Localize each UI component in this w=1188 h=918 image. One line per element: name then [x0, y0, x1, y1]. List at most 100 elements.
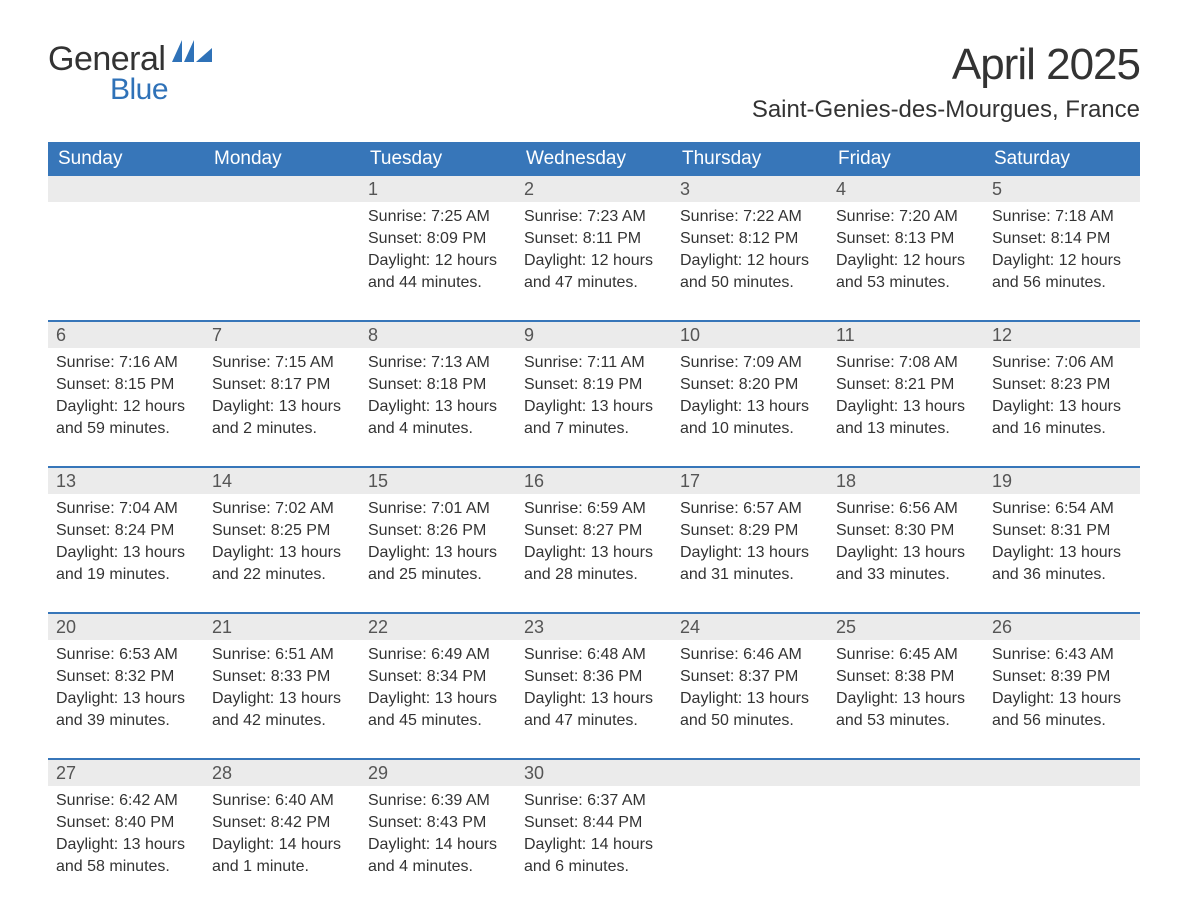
day-number: 9 [516, 322, 672, 348]
day-number [204, 176, 360, 202]
day-body: Sunrise: 6:54 AMSunset: 8:31 PMDaylight:… [984, 494, 1140, 612]
calendar-table: SundayMondayTuesdayWednesdayThursdayFrid… [48, 142, 1140, 904]
day-body: Sunrise: 6:43 AMSunset: 8:39 PMDaylight:… [984, 640, 1140, 758]
day-number: 13 [48, 468, 204, 494]
calendar-cell: 9Sunrise: 7:11 AMSunset: 8:19 PMDaylight… [516, 321, 672, 467]
sunset-line: Sunset: 8:37 PM [680, 666, 820, 688]
daylight-line: Daylight: 14 hours and 1 minute. [212, 834, 352, 878]
day-body: Sunrise: 7:25 AMSunset: 8:09 PMDaylight:… [360, 202, 516, 320]
day-number: 3 [672, 176, 828, 202]
calendar-week: 27Sunrise: 6:42 AMSunset: 8:40 PMDayligh… [48, 759, 1140, 904]
weekday-header: Sunday [48, 142, 204, 176]
day-body: Sunrise: 7:18 AMSunset: 8:14 PMDaylight:… [984, 202, 1140, 320]
sunset-line: Sunset: 8:42 PM [212, 812, 352, 834]
sunrise-line: Sunrise: 6:42 AM [56, 790, 196, 812]
day-number: 12 [984, 322, 1140, 348]
logo: General Blue [48, 40, 212, 107]
day-number: 24 [672, 614, 828, 640]
daylight-line: Daylight: 13 hours and 28 minutes. [524, 542, 664, 586]
calendar-cell: 7Sunrise: 7:15 AMSunset: 8:17 PMDaylight… [204, 321, 360, 467]
calendar-cell: 25Sunrise: 6:45 AMSunset: 8:38 PMDayligh… [828, 613, 984, 759]
calendar-cell: 2Sunrise: 7:23 AMSunset: 8:11 PMDaylight… [516, 176, 672, 321]
day-number: 1 [360, 176, 516, 202]
day-number: 28 [204, 760, 360, 786]
calendar-cell: 4Sunrise: 7:20 AMSunset: 8:13 PMDaylight… [828, 176, 984, 321]
daylight-line: Daylight: 13 hours and 47 minutes. [524, 688, 664, 732]
sunrise-line: Sunrise: 6:48 AM [524, 644, 664, 666]
sunset-line: Sunset: 8:27 PM [524, 520, 664, 542]
weekday-header: Tuesday [360, 142, 516, 176]
daylight-line: Daylight: 13 hours and 31 minutes. [680, 542, 820, 586]
day-body [204, 202, 360, 312]
page-location: Saint-Genies-des-Mourgues, France [752, 96, 1140, 124]
calendar-header-row: SundayMondayTuesdayWednesdayThursdayFrid… [48, 142, 1140, 176]
day-body [828, 786, 984, 896]
sunrise-line: Sunrise: 7:16 AM [56, 352, 196, 374]
day-body: Sunrise: 7:04 AMSunset: 8:24 PMDaylight:… [48, 494, 204, 612]
calendar-cell: 10Sunrise: 7:09 AMSunset: 8:20 PMDayligh… [672, 321, 828, 467]
sunset-line: Sunset: 8:11 PM [524, 228, 664, 250]
day-body: Sunrise: 7:01 AMSunset: 8:26 PMDaylight:… [360, 494, 516, 612]
sunrise-line: Sunrise: 6:57 AM [680, 498, 820, 520]
sunset-line: Sunset: 8:13 PM [836, 228, 976, 250]
calendar-week: 13Sunrise: 7:04 AMSunset: 8:24 PMDayligh… [48, 467, 1140, 613]
sunrise-line: Sunrise: 6:43 AM [992, 644, 1132, 666]
calendar-cell: 8Sunrise: 7:13 AMSunset: 8:18 PMDaylight… [360, 321, 516, 467]
calendar-cell: 27Sunrise: 6:42 AMSunset: 8:40 PMDayligh… [48, 759, 204, 904]
daylight-line: Daylight: 13 hours and 13 minutes. [836, 396, 976, 440]
day-number: 20 [48, 614, 204, 640]
sunrise-line: Sunrise: 6:53 AM [56, 644, 196, 666]
sunrise-line: Sunrise: 7:18 AM [992, 206, 1132, 228]
daylight-line: Daylight: 12 hours and 47 minutes. [524, 250, 664, 294]
day-body: Sunrise: 7:13 AMSunset: 8:18 PMDaylight:… [360, 348, 516, 466]
daylight-line: Daylight: 13 hours and 53 minutes. [836, 688, 976, 732]
daylight-line: Daylight: 13 hours and 22 minutes. [212, 542, 352, 586]
day-number: 6 [48, 322, 204, 348]
day-body: Sunrise: 6:59 AMSunset: 8:27 PMDaylight:… [516, 494, 672, 612]
sunset-line: Sunset: 8:44 PM [524, 812, 664, 834]
day-number: 14 [204, 468, 360, 494]
day-number: 5 [984, 176, 1140, 202]
sunrise-line: Sunrise: 7:01 AM [368, 498, 508, 520]
day-number: 8 [360, 322, 516, 348]
sunset-line: Sunset: 8:29 PM [680, 520, 820, 542]
day-body: Sunrise: 6:48 AMSunset: 8:36 PMDaylight:… [516, 640, 672, 758]
day-body: Sunrise: 7:20 AMSunset: 8:13 PMDaylight:… [828, 202, 984, 320]
sunset-line: Sunset: 8:25 PM [212, 520, 352, 542]
sunset-line: Sunset: 8:40 PM [56, 812, 196, 834]
calendar-cell: 11Sunrise: 7:08 AMSunset: 8:21 PMDayligh… [828, 321, 984, 467]
daylight-line: Daylight: 13 hours and 2 minutes. [212, 396, 352, 440]
sunset-line: Sunset: 8:24 PM [56, 520, 196, 542]
daylight-line: Daylight: 13 hours and 10 minutes. [680, 396, 820, 440]
sunrise-line: Sunrise: 7:15 AM [212, 352, 352, 374]
day-body: Sunrise: 7:06 AMSunset: 8:23 PMDaylight:… [984, 348, 1140, 466]
calendar-cell: 1Sunrise: 7:25 AMSunset: 8:09 PMDaylight… [360, 176, 516, 321]
weekday-header: Saturday [984, 142, 1140, 176]
sunrise-line: Sunrise: 7:25 AM [368, 206, 508, 228]
day-number: 10 [672, 322, 828, 348]
sunrise-line: Sunrise: 6:40 AM [212, 790, 352, 812]
calendar-cell: 3Sunrise: 7:22 AMSunset: 8:12 PMDaylight… [672, 176, 828, 321]
sunrise-line: Sunrise: 6:59 AM [524, 498, 664, 520]
sunset-line: Sunset: 8:14 PM [992, 228, 1132, 250]
calendar-cell: 6Sunrise: 7:16 AMSunset: 8:15 PMDaylight… [48, 321, 204, 467]
day-body: Sunrise: 6:42 AMSunset: 8:40 PMDaylight:… [48, 786, 204, 904]
calendar-cell: 16Sunrise: 6:59 AMSunset: 8:27 PMDayligh… [516, 467, 672, 613]
daylight-line: Daylight: 13 hours and 39 minutes. [56, 688, 196, 732]
day-body: Sunrise: 7:22 AMSunset: 8:12 PMDaylight:… [672, 202, 828, 320]
day-number: 19 [984, 468, 1140, 494]
calendar-cell: 14Sunrise: 7:02 AMSunset: 8:25 PMDayligh… [204, 467, 360, 613]
sunrise-line: Sunrise: 6:54 AM [992, 498, 1132, 520]
day-body: Sunrise: 7:16 AMSunset: 8:15 PMDaylight:… [48, 348, 204, 466]
daylight-line: Daylight: 13 hours and 45 minutes. [368, 688, 508, 732]
sunset-line: Sunset: 8:09 PM [368, 228, 508, 250]
day-body: Sunrise: 7:08 AMSunset: 8:21 PMDaylight:… [828, 348, 984, 466]
day-body [672, 786, 828, 896]
sunrise-line: Sunrise: 7:09 AM [680, 352, 820, 374]
calendar-cell [672, 759, 828, 904]
sunset-line: Sunset: 8:33 PM [212, 666, 352, 688]
calendar-cell [984, 759, 1140, 904]
calendar-cell: 29Sunrise: 6:39 AMSunset: 8:43 PMDayligh… [360, 759, 516, 904]
calendar-cell [48, 176, 204, 321]
daylight-line: Daylight: 13 hours and 4 minutes. [368, 396, 508, 440]
